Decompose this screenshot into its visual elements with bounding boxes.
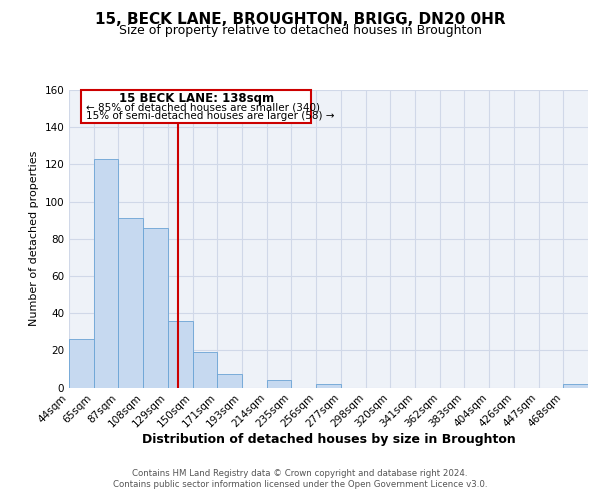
Text: 15 BECK LANE: 138sqm: 15 BECK LANE: 138sqm: [119, 92, 274, 105]
Text: Contains HM Land Registry data © Crown copyright and database right 2024.: Contains HM Land Registry data © Crown c…: [132, 469, 468, 478]
Bar: [69, 339, 94, 388]
Text: Distribution of detached houses by size in Broughton: Distribution of detached houses by size …: [142, 432, 515, 446]
Bar: [168, 320, 193, 388]
Y-axis label: Number of detached properties: Number of detached properties: [29, 151, 39, 326]
Bar: [193, 352, 217, 388]
Bar: [118, 218, 143, 388]
Bar: [217, 374, 242, 388]
Text: 15, BECK LANE, BROUGHTON, BRIGG, DN20 0HR: 15, BECK LANE, BROUGHTON, BRIGG, DN20 0H…: [95, 12, 505, 28]
Text: ← 85% of detached houses are smaller (340): ← 85% of detached houses are smaller (34…: [86, 102, 320, 112]
Bar: [563, 384, 588, 388]
Text: Contains public sector information licensed under the Open Government Licence v3: Contains public sector information licen…: [113, 480, 487, 489]
Bar: [94, 159, 118, 388]
Bar: [143, 228, 168, 388]
Text: 15% of semi-detached houses are larger (58) →: 15% of semi-detached houses are larger (…: [86, 112, 335, 122]
Bar: [316, 384, 341, 388]
Bar: [267, 380, 292, 388]
Text: Size of property relative to detached houses in Broughton: Size of property relative to detached ho…: [119, 24, 481, 37]
Bar: [82, 90, 311, 124]
